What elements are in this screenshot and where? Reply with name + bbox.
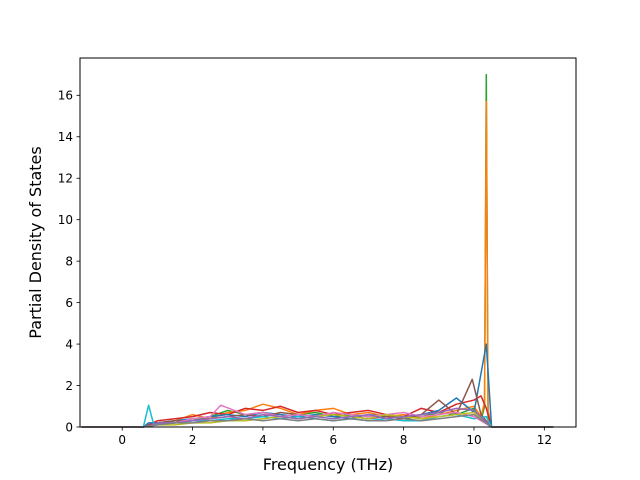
- x-tick-label: 0: [118, 433, 126, 447]
- x-axis-label: Frequency (THz): [263, 455, 393, 474]
- axes-frame: [79, 57, 577, 428]
- y-tick-label: 12: [58, 172, 73, 186]
- x-tick-label: 2: [189, 433, 197, 447]
- y-axis-ticks: 0 2 4 6 8 10 12 14 16: [58, 89, 80, 434]
- x-tick-label: 4: [259, 433, 267, 447]
- y-tick-label: 16: [58, 89, 73, 103]
- y-tick-label: 14: [58, 130, 73, 144]
- y-tick-label: 0: [65, 420, 73, 434]
- x-axis-ticks: 0 2 4 6 8 10 12: [118, 427, 552, 447]
- x-tick-label: 12: [537, 433, 552, 447]
- y-tick-label: 2: [65, 379, 73, 393]
- y-tick-label: 6: [65, 296, 73, 310]
- x-tick-label: 10: [466, 433, 481, 447]
- y-tick-label: 10: [58, 213, 73, 227]
- pdos-series-line-3: [81, 395, 554, 428]
- y-axis-label: Partial Density of States: [26, 146, 45, 338]
- pdos-series-line-10: [81, 413, 554, 428]
- series-layer: [81, 73, 554, 428]
- x-tick-label: 6: [329, 433, 337, 447]
- x-tick-label: 8: [400, 433, 408, 447]
- y-tick-label: 4: [65, 337, 73, 351]
- y-tick-label: 8: [65, 254, 73, 268]
